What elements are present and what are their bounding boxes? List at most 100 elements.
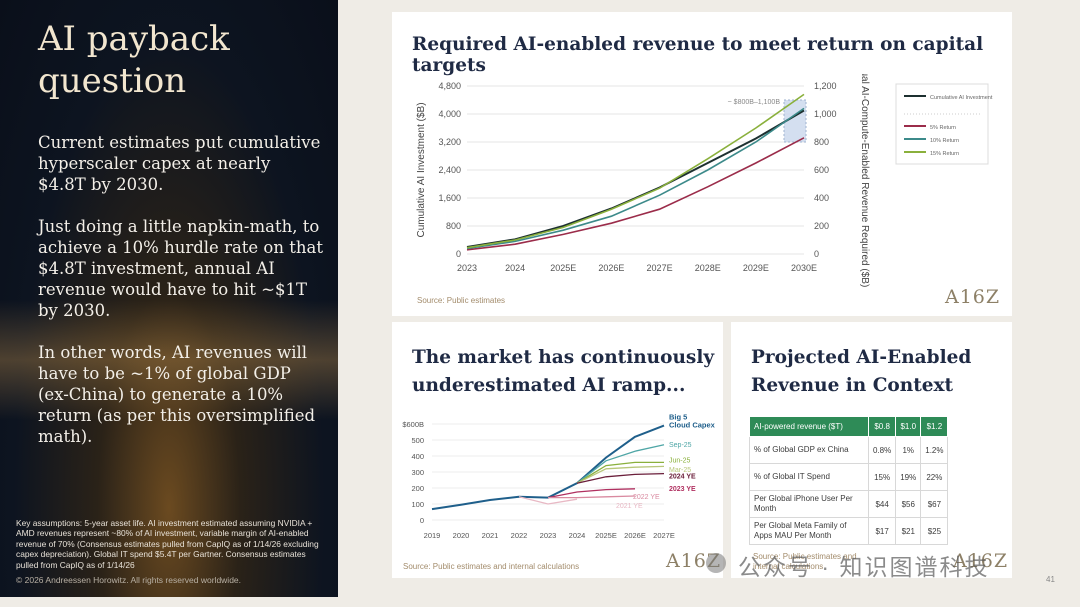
left-axis-tick: 0 <box>456 249 461 259</box>
legend-box <box>895 83 989 165</box>
x-axis-tick: 2030E <box>791 263 817 273</box>
y-axis-tick: 300 <box>411 468 424 477</box>
table-cell: 0.8% <box>867 436 897 464</box>
series-line-2023-ye <box>547 488 636 499</box>
right-axis-tick: 1,200 <box>814 81 837 91</box>
table-cell: $56 <box>895 490 922 518</box>
context-table: AI-powered revenue ($T) $0.8 $1.0 $1.2 %… <box>749 416 949 545</box>
y-axis-tick: 100 <box>411 500 424 509</box>
required-revenue-chart: 4,800 4,000 3,200 2,400 1,600 800 0 1,200 1,000 8… <box>416 74 993 287</box>
left-body: Current estimates put cumulative hypersc… <box>38 132 323 468</box>
series-line-5-return <box>466 137 805 251</box>
a16z-logo: A16Z <box>945 286 1001 308</box>
series-line-10-return <box>466 107 805 250</box>
source-note: Source: Public estimates and internal ca… <box>753 552 857 571</box>
range-note: ~ $800B–1,100B <box>728 99 781 106</box>
row-label: Per Global Meta Family of Apps MAU Per M… <box>749 517 869 545</box>
row-label: Per Global iPhone User Per Month <box>749 490 869 518</box>
card-title: Projected AI-Enabled Revenue in Context <box>751 344 971 400</box>
x-axis-tick: 2021 <box>482 531 499 540</box>
series-line-2024-ye <box>576 472 665 484</box>
x-axis-tick: 2025E <box>595 531 617 540</box>
series-end-label: Cloud Capex <box>669 421 716 430</box>
series-line-sep-25 <box>576 444 665 484</box>
page-number: 41 <box>1046 575 1055 584</box>
x-axis-tick: 2028E <box>695 263 721 273</box>
left-axis-label: Cumulative AI Investment ($B) <box>416 102 427 237</box>
y-axis-tick: 500 <box>411 436 424 445</box>
x-axis-tick: 2026E <box>624 531 646 540</box>
x-axis-tick: 2024 <box>569 531 586 540</box>
right-axis-tick: 600 <box>814 165 829 175</box>
paragraph-3: In other words, AI revenues will have to… <box>38 343 316 446</box>
header-cell: AI-powered revenue ($T) <box>749 416 869 437</box>
watermark: 公众号 · 知识图谱科技 <box>738 554 990 580</box>
copyright: © 2026 Andreessen Horowitz. All rights r… <box>16 575 242 585</box>
series-line-mar-25 <box>576 465 665 484</box>
series-end-label: 2021 YE <box>616 503 643 510</box>
table-row: % of Global GDP ex China 0.8% 1% 1.2% <box>749 436 949 464</box>
left-panel: AI payback question Current estimates pu… <box>0 0 338 597</box>
card-title: The market has continuously underestimat… <box>412 344 714 400</box>
series-end-label: Sep-25 <box>669 442 692 449</box>
x-axis-tick: 2027E <box>653 531 675 540</box>
table-cell: $67 <box>920 490 949 518</box>
wechat-icon <box>706 553 726 573</box>
paragraph-2: Just doing a little napkin-math, to achi… <box>38 217 323 320</box>
series-line-cumulative-ai-investment <box>466 109 805 248</box>
y-axis-tick: 0 <box>420 516 424 525</box>
x-axis-tick: 2020 <box>453 531 470 540</box>
right-axis-tick: 1,000 <box>814 109 837 119</box>
a16z-logo: A16Z <box>953 550 1009 572</box>
header-cell: $0.8 <box>867 416 897 437</box>
series-line-2022-ye <box>548 495 636 499</box>
table-cell: $17 <box>867 517 897 545</box>
x-axis-tick: 2029E <box>743 263 769 273</box>
table-cell: $21 <box>895 517 922 545</box>
right-axis-tick: 400 <box>814 193 829 203</box>
series-end-label: 2024 YE <box>669 474 696 481</box>
table-cell: $44 <box>867 490 897 518</box>
table-cell: 15% <box>867 463 897 491</box>
table-cell: 1% <box>895 436 922 464</box>
right-axis-tick: 800 <box>814 137 829 147</box>
table-header-row: AI-powered revenue ($T) $0.8 $1.0 $1.2 <box>749 416 949 437</box>
paragraph-1: Current estimates put cumulative hypersc… <box>38 133 321 194</box>
right-axis-tick: 200 <box>814 221 829 231</box>
underestimated-ramp-card: The market has continuously underestimat… <box>392 322 723 578</box>
title-line-1: The market has continuously <box>412 347 715 368</box>
header-cell: $1.0 <box>895 416 922 437</box>
x-axis-tick: 2022 <box>511 531 528 540</box>
required-revenue-card: Required AI-enabled revenue to meet retu… <box>392 12 1012 316</box>
y-axis-tick: $600B <box>402 420 424 429</box>
x-axis-tick: 2027E <box>647 263 673 273</box>
left-axis-tick: 4,000 <box>438 109 461 119</box>
left-axis-tick: 2,400 <box>438 165 461 175</box>
table-cell: 22% <box>920 463 949 491</box>
city-lights-glow <box>0 300 338 420</box>
table-row: Per Global iPhone User Per Month $44 $56… <box>749 490 949 518</box>
right-axis-tick: 0 <box>814 249 819 259</box>
left-axis-tick: 4,800 <box>438 81 461 91</box>
left-axis-tick: 1,600 <box>438 193 461 203</box>
title-line-2: Revenue in Context <box>751 375 954 396</box>
x-axis-tick: 2025E <box>550 263 576 273</box>
title-line-2: underestimated AI ramp... <box>412 375 686 396</box>
title-line-1: Projected AI-Enabled <box>751 347 972 368</box>
left-axis-tick: 3,200 <box>438 137 461 147</box>
x-axis-tick: 2023 <box>540 531 557 540</box>
table-row: Per Global Meta Family of Apps MAU Per M… <box>749 517 949 545</box>
legend-label: 15% Return <box>930 151 959 157</box>
left-axis-tick: 800 <box>446 221 461 231</box>
legend-label: Cumulative AI Investment <box>930 95 993 101</box>
page-title-text: AI payback question <box>38 19 230 101</box>
header-cell: $1.2 <box>920 416 949 437</box>
row-label: % of Global GDP ex China <box>749 436 869 464</box>
table-cell: 1.2% <box>920 436 949 464</box>
table-cell: $25 <box>920 517 949 545</box>
series-end-label: Mar-25 <box>669 467 691 474</box>
series-line-2021-ye <box>518 496 578 505</box>
source-note: Source: Public estimates and internal ca… <box>403 562 580 571</box>
series-line-jun-25 <box>576 461 664 484</box>
